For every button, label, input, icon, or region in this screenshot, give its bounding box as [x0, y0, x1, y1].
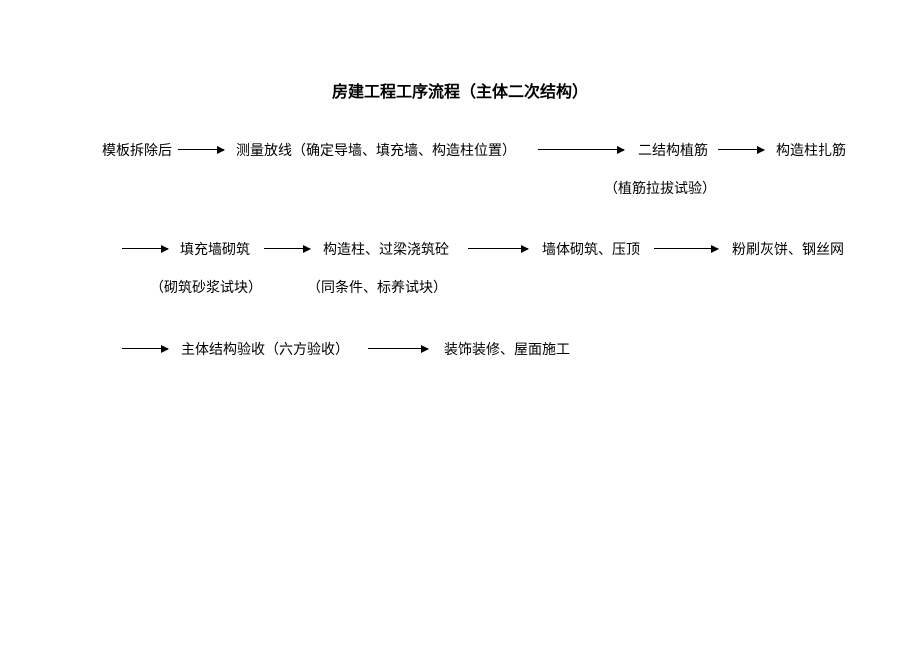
flow-arrow-8 — [368, 348, 428, 349]
flow-node-n5: 填充墙砌筑 — [180, 239, 250, 259]
flow-arrow-0 — [178, 149, 224, 150]
flow-node-n8: 粉刷灰饼、钢丝网 — [732, 239, 844, 259]
flow-arrow-7 — [122, 348, 168, 349]
flow-node-n2: 测量放线（确定导墙、填充墙、构造柱位置） — [236, 140, 516, 160]
flow-arrow-2 — [718, 149, 764, 150]
flow-node-n7: 墙体砌筑、压顶 — [542, 239, 640, 259]
flow-arrow-5 — [468, 248, 528, 249]
flow-node-n3: 二结构植筋 — [638, 140, 708, 160]
flow-node-n5s: （砌筑砂浆试块） — [150, 277, 262, 297]
flow-node-n4: 构造柱扎筋 — [776, 140, 846, 160]
flow-node-n6: 构造柱、过梁浇筑砼 — [323, 239, 449, 259]
diagram-title: 房建工程工序流程（主体二次结构） — [0, 78, 920, 102]
flow-node-n10: 装饰装修、屋面施工 — [444, 339, 570, 359]
flow-arrow-6 — [654, 248, 718, 249]
flow-arrow-1 — [538, 149, 624, 150]
flow-arrow-3 — [122, 248, 168, 249]
flow-arrow-4 — [264, 248, 310, 249]
flow-node-n9: 主体结构验收（六方验收） — [181, 339, 349, 359]
flow-node-n3s: （植筋拉拔试验） — [604, 178, 716, 198]
flow-node-n1: 模板拆除后 — [102, 140, 172, 160]
flow-node-n6s: （同条件、标养试块） — [307, 277, 447, 297]
